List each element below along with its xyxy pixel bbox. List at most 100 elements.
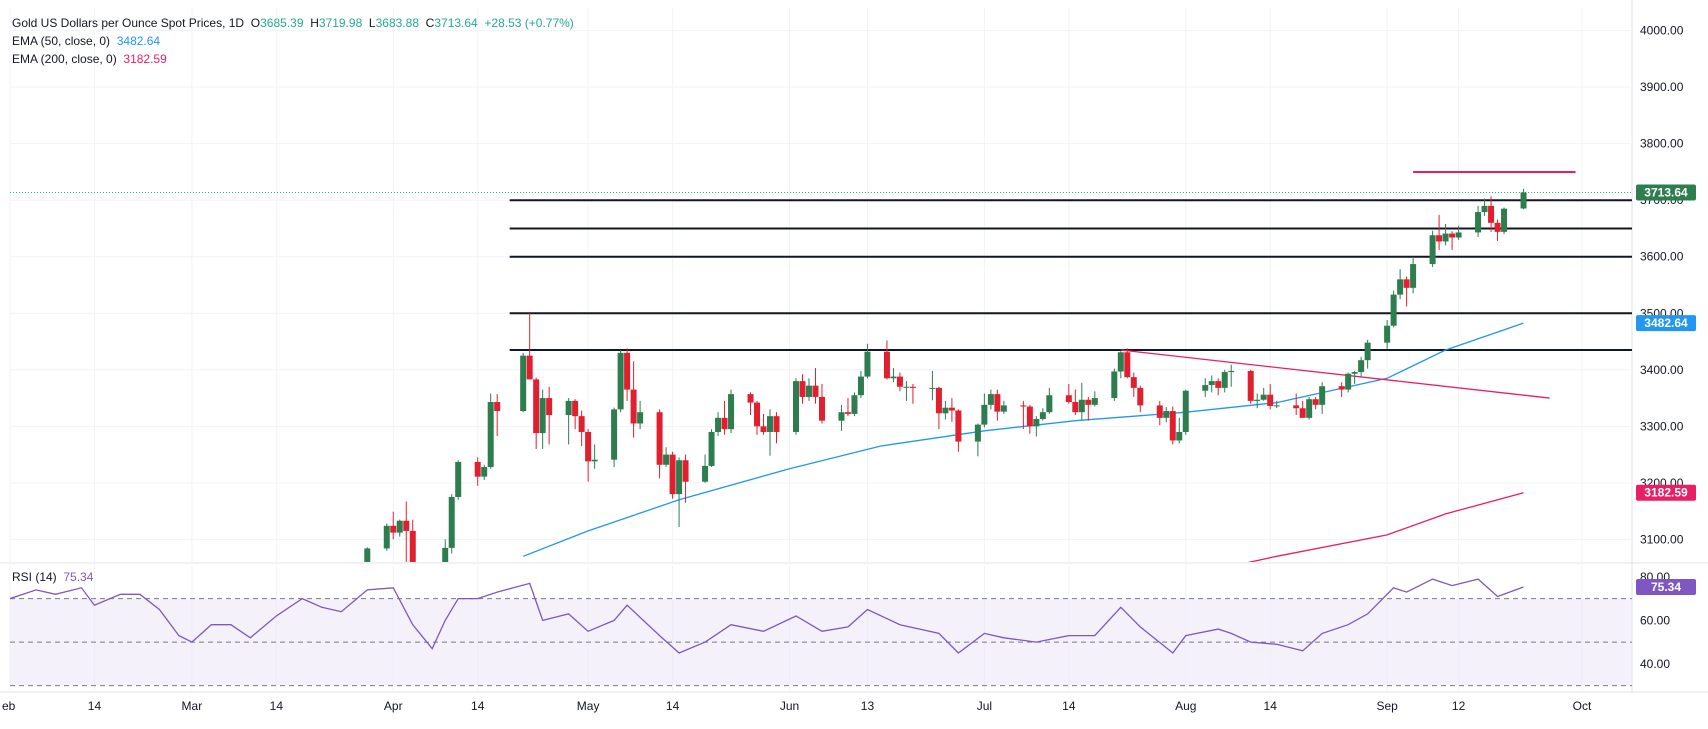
candle[interactable]	[526, 355, 533, 380]
candle[interactable]	[1501, 208, 1508, 232]
candle[interactable]	[1026, 406, 1033, 427]
rsi-legend-label[interactable]: RSI (14)	[12, 570, 57, 584]
candle[interactable]	[1436, 235, 1443, 242]
candle[interactable]	[338, 583, 344, 589]
candle[interactable]	[1254, 399, 1261, 401]
candle[interactable]	[1020, 405, 1027, 407]
candle[interactable]	[844, 412, 851, 414]
candle[interactable]	[1000, 405, 1007, 412]
candle[interactable]	[533, 379, 540, 434]
candle[interactable]	[1475, 212, 1482, 233]
candle[interactable]	[663, 454, 670, 465]
candle[interactable]	[1429, 235, 1436, 265]
candle[interactable]	[1306, 399, 1313, 418]
candle[interactable]	[1260, 394, 1267, 400]
candle[interactable]	[974, 424, 981, 442]
candle[interactable]	[1351, 372, 1358, 374]
candle[interactable]	[1273, 405, 1280, 407]
descending-trendline[interactable]	[1120, 349, 1550, 399]
candle[interactable]	[442, 547, 449, 605]
candle[interactable]	[637, 412, 644, 424]
candle[interactable]	[1072, 402, 1079, 413]
candle[interactable]	[585, 431, 592, 462]
candle[interactable]	[1208, 381, 1215, 386]
candle[interactable]	[682, 460, 689, 482]
candle[interactable]	[909, 386, 916, 388]
candle[interactable]	[409, 530, 416, 575]
candle[interactable]	[591, 459, 598, 462]
candle[interactable]	[1169, 411, 1176, 441]
candle[interactable]	[1039, 412, 1046, 419]
candle[interactable]	[767, 416, 774, 432]
candle[interactable]	[487, 402, 494, 468]
candle[interactable]	[364, 548, 371, 563]
candle[interactable]	[1046, 395, 1053, 413]
candle[interactable]	[1449, 233, 1456, 238]
candle[interactable]	[1345, 373, 1352, 390]
candle[interactable]	[857, 376, 864, 396]
candle[interactable]	[474, 461, 481, 477]
candle[interactable]	[1384, 325, 1391, 343]
candle[interactable]	[351, 585, 357, 586]
candle[interactable]	[494, 402, 501, 412]
candle[interactable]	[793, 381, 799, 432]
candle[interactable]	[1390, 294, 1397, 326]
candle[interactable]	[669, 454, 676, 495]
candle[interactable]	[903, 386, 910, 388]
candle[interactable]	[1078, 399, 1085, 413]
candle[interactable]	[799, 381, 806, 397]
candle[interactable]	[1442, 233, 1449, 242]
candle[interactable]	[390, 525, 397, 533]
candle[interactable]	[760, 426, 767, 432]
candle[interactable]	[805, 385, 812, 397]
candle[interactable]	[1455, 232, 1462, 238]
candle[interactable]	[617, 352, 624, 410]
candle[interactable]	[929, 387, 936, 389]
candle[interactable]	[1033, 418, 1040, 427]
candle[interactable]	[611, 409, 618, 460]
candle[interactable]	[818, 396, 825, 421]
candle[interactable]	[896, 376, 903, 387]
candle[interactable]	[1137, 387, 1144, 406]
candle[interactable]	[987, 394, 994, 405]
candle[interactable]	[396, 520, 403, 533]
candle[interactable]	[1156, 405, 1163, 418]
ema50-line[interactable]	[522, 322, 1524, 557]
candle[interactable]	[1410, 264, 1417, 288]
candle[interactable]	[1247, 370, 1254, 401]
candle[interactable]	[1481, 205, 1488, 213]
candle[interactable]	[358, 563, 364, 584]
candle[interactable]	[306, 570, 312, 577]
candle[interactable]	[630, 389, 637, 424]
candle[interactable]	[345, 585, 351, 590]
candle[interactable]	[1358, 360, 1365, 373]
candle[interactable]	[942, 407, 949, 414]
rsi-line[interactable]	[10, 578, 1524, 654]
candle[interactable]	[546, 398, 553, 416]
candle[interactable]	[1176, 431, 1183, 441]
candle[interactable]	[851, 395, 858, 414]
candle[interactable]	[448, 496, 455, 548]
candle[interactable]	[721, 417, 728, 430]
candle[interactable]	[994, 394, 1001, 412]
candle[interactable]	[1494, 222, 1501, 232]
candle[interactable]	[1117, 352, 1124, 372]
candle[interactable]	[624, 352, 631, 390]
candle[interactable]	[1163, 411, 1170, 418]
candle[interactable]	[838, 412, 845, 421]
candle[interactable]	[754, 402, 761, 427]
candle[interactable]	[319, 571, 325, 583]
candle[interactable]	[403, 520, 410, 531]
candle[interactable]	[578, 416, 585, 432]
candle[interactable]	[1267, 394, 1274, 406]
candle[interactable]	[481, 467, 488, 477]
legend-ema50-label[interactable]: EMA (50, close, 0)	[12, 34, 111, 48]
candle[interactable]	[864, 351, 871, 377]
candle[interactable]	[1215, 381, 1222, 388]
candle[interactable]	[1111, 371, 1118, 399]
candle[interactable]	[1130, 377, 1137, 388]
candle[interactable]	[1364, 342, 1371, 361]
candle[interactable]	[383, 525, 390, 549]
candle[interactable]	[890, 376, 897, 379]
candle[interactable]	[312, 570, 318, 571]
